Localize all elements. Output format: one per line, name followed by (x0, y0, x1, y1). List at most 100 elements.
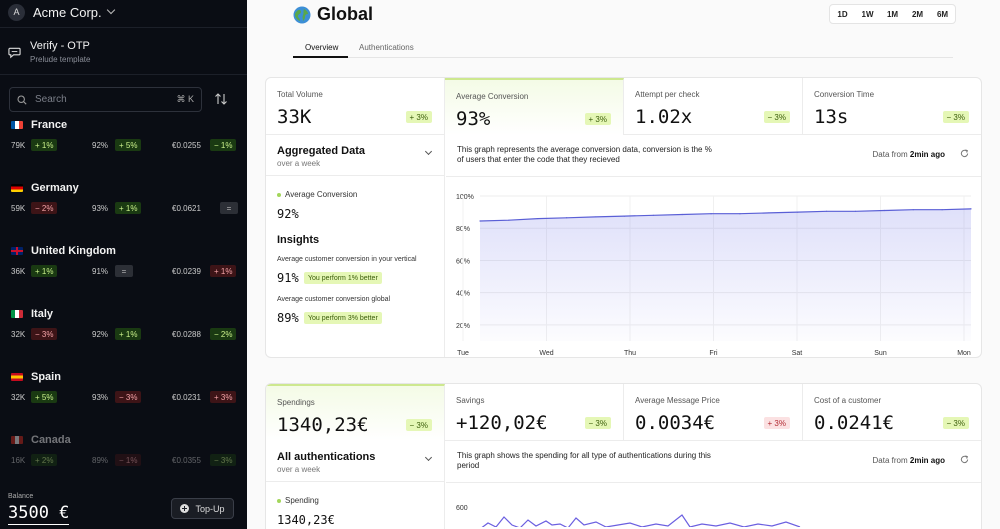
range-1m-button[interactable]: 1M (886, 9, 899, 19)
spending-chart: 600 (456, 505, 801, 527)
legend-dot-icon (277, 192, 281, 197)
data-point (566, 217, 568, 219)
x-tick-label: Sat (792, 350, 803, 357)
search-placeholder: Search (35, 94, 67, 105)
metric-label-text: Spending (285, 496, 319, 505)
data-point (854, 210, 857, 212)
x-tick-label: Sun (874, 350, 887, 357)
page-title: Global (317, 4, 374, 24)
metric-value: 1340,23€ (277, 513, 335, 527)
country-item[interactable]: Canada 16K + 2% 89% − 1% €0.0355 − 3% (0, 434, 247, 490)
range-2m-button[interactable]: 2M (911, 9, 924, 19)
tab-authentications[interactable]: Authentications (359, 43, 414, 52)
price-delta-badge: = (220, 202, 238, 214)
aggregated-subtitle: over a week (277, 465, 321, 474)
data-point (623, 215, 626, 217)
range-1d-button[interactable]: 1D (837, 9, 848, 19)
range-6m-button[interactable]: 6M (936, 9, 949, 19)
kpi-card[interactable]: Average Conversion 93% + 3% (445, 78, 624, 135)
aggregated-title: Aggregated Data (277, 145, 366, 157)
aggregated-data: Aggregated Data over a week Average Conver… (266, 135, 445, 357)
country-item[interactable]: United Kingdom 36K + 1% 91% = €0.0239 + 1% (0, 245, 247, 301)
kpi-value: 33K (277, 106, 312, 128)
country-name: Spain (31, 371, 61, 383)
data-point (768, 212, 770, 214)
price-delta-badge: + 1% (210, 265, 237, 277)
kpi-card[interactable]: Conversion Time 13s − 3% (803, 78, 981, 135)
volume-delta-badge: + 2% (31, 454, 58, 466)
country-price: €0.0621 (172, 204, 201, 213)
freshness-value: 2min ago (909, 150, 945, 159)
country-item[interactable]: Spain 32K + 5% 93% − 3% €0.0231 + 3% (0, 371, 247, 427)
country-item[interactable]: Italy 32K − 3% 92% + 1% €0.0288 − 2% (0, 308, 247, 364)
freshness-prefix: Data from (872, 150, 908, 159)
kpi-card[interactable]: Spendings 1340,23€ − 3% (266, 384, 445, 441)
country-stats: 32K + 5% 93% − 3% €0.0231 + 3% (11, 391, 239, 405)
volume-delta-badge: + 5% (31, 391, 58, 403)
conversion-delta-badge: − 1% (115, 454, 142, 466)
kpi-label: Average Message Price (635, 396, 720, 405)
data-point (508, 219, 510, 221)
kpi-card[interactable]: Total Volume 33K + 3% (266, 78, 445, 135)
data-point (479, 220, 481, 222)
country-volume: 36K (11, 267, 26, 276)
data-freshness: Data from 2min ago (873, 150, 945, 159)
kpi-row: Total Volume 33K + 3% Average Conversion 93%… (266, 78, 981, 135)
x-tick-label: Thu (624, 350, 636, 357)
sort-icon[interactable] (214, 92, 228, 106)
top-up-button[interactable]: Top-Up (171, 498, 234, 519)
performance-badge: You perform 3% better (304, 312, 382, 324)
refresh-icon[interactable] (960, 149, 969, 158)
data-point (652, 214, 654, 216)
kpi-value: 13s (814, 106, 849, 128)
aggregated-header[interactable]: All authentications over a week (266, 441, 445, 482)
country-item[interactable]: Germany 59K − 2% 93% + 1% €0.0621 = (0, 182, 247, 238)
search-input[interactable]: Search ⌘ K (9, 87, 202, 112)
country-item[interactable]: France 79K + 1% 92% + 5% €0.0255 − 1% (0, 119, 247, 175)
kpi-value: 0.0241€ (814, 412, 895, 434)
country-name: Canada (31, 434, 71, 446)
refresh-icon[interactable] (960, 455, 969, 464)
kpi-card[interactable]: Average Message Price 0.0034€ + 3% (624, 384, 803, 441)
template-selector[interactable]: Verify - OTP Prelude template (8, 40, 90, 64)
volume-delta-badge: + 1% (31, 265, 58, 277)
kpi-card[interactable]: Cost of a customer 0.0241€ − 3% (803, 384, 981, 441)
volume-delta-badge: − 3% (31, 328, 58, 340)
data-point (941, 209, 943, 211)
search-icon (17, 94, 27, 105)
chevron-down-icon[interactable] (424, 147, 433, 156)
area-fill (480, 208, 971, 341)
country-name: Germany (31, 182, 79, 194)
x-tick-label: Mon (957, 350, 971, 357)
country-conversion: 92% (92, 141, 109, 150)
balance-value: 3500 € (8, 503, 70, 525)
country-volume: 16K (11, 456, 26, 465)
graph-description: This graph shows the spending for all ty… (457, 451, 711, 470)
org-switcher[interactable]: A Acme Corp. (8, 3, 115, 21)
kpi-label: Average Conversion (456, 92, 529, 101)
kpi-delta-badge: − 3% (584, 417, 611, 429)
data-point (912, 209, 914, 211)
country-header: Germany (11, 182, 79, 194)
price-delta-badge: − 2% (210, 328, 237, 340)
country-price: €0.0255 (172, 141, 201, 150)
kpi-value: 1.02x (635, 106, 693, 128)
template-subtitle: Prelude template (30, 55, 91, 64)
kpi-card[interactable]: Savings +120,02€ − 3% (445, 384, 624, 441)
chevron-down-icon[interactable] (424, 453, 433, 462)
country-name: France (31, 119, 68, 131)
country-header: Canada (11, 434, 71, 446)
balance-label: Balance (8, 493, 34, 500)
country-stats: 36K + 1% 91% = €0.0239 + 1% (11, 265, 239, 279)
kpi-label: Total Volume (277, 90, 323, 99)
aggregated-header[interactable]: Aggregated Data over a week (266, 135, 445, 176)
time-range-selector: 1D 1W 1M 2M 6M (829, 4, 956, 24)
tab-overview[interactable]: Overview (305, 43, 339, 52)
active-tab-indicator (293, 56, 348, 58)
price-delta-badge: − 3% (210, 454, 237, 466)
range-1w-button[interactable]: 1W (861, 9, 874, 19)
aggregated-subtitle: over a week (277, 159, 321, 168)
legend-dot-icon (277, 498, 281, 503)
insight-value: 91% (277, 271, 299, 285)
kpi-card[interactable]: Attempt per check 1.02x − 3% (624, 78, 803, 135)
